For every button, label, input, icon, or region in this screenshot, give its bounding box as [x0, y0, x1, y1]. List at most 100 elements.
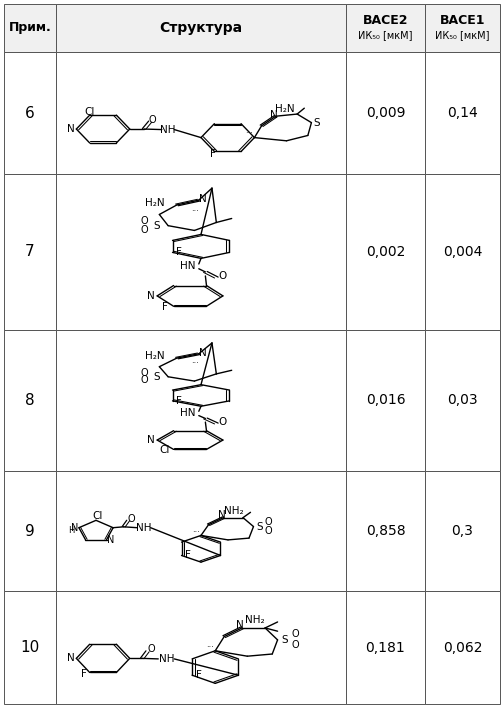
Text: H₂N: H₂N	[145, 197, 165, 208]
Text: O: O	[219, 417, 227, 427]
Text: ИК₅₀ [мкМ]: ИК₅₀ [мкМ]	[435, 30, 490, 40]
Text: F: F	[176, 248, 182, 258]
Bar	[346, 4, 425, 52]
Text: H₂N: H₂N	[275, 104, 294, 114]
Text: F: F	[162, 302, 168, 312]
Bar	[4, 471, 56, 591]
Text: 8: 8	[25, 393, 35, 408]
Text: 0,3: 0,3	[452, 524, 473, 538]
Text: O: O	[147, 644, 155, 654]
Text: N: N	[199, 348, 207, 358]
Text: NH: NH	[160, 125, 176, 134]
Text: F: F	[176, 396, 182, 406]
Text: Cl: Cl	[85, 107, 95, 117]
Text: O: O	[140, 368, 148, 378]
Bar	[56, 471, 346, 591]
Text: N: N	[71, 523, 78, 533]
Text: 9: 9	[25, 523, 35, 539]
Text: F: F	[184, 550, 191, 560]
Text: N: N	[199, 195, 207, 204]
Bar	[346, 174, 425, 330]
Text: BACE2: BACE2	[363, 15, 408, 28]
Text: N: N	[218, 510, 226, 520]
Bar	[346, 330, 425, 471]
Bar	[425, 471, 500, 591]
Bar	[56, 4, 346, 52]
Bar	[346, 52, 425, 174]
Bar	[425, 330, 500, 471]
Text: ···: ···	[193, 529, 201, 537]
Bar	[56, 330, 346, 471]
Bar	[4, 52, 56, 174]
Bar	[346, 471, 425, 591]
Text: O: O	[140, 375, 148, 386]
Text: O: O	[128, 514, 135, 523]
Text: BACE1: BACE1	[440, 15, 485, 28]
Text: N: N	[67, 653, 75, 664]
Text: 10: 10	[20, 640, 40, 655]
Bar	[56, 591, 346, 704]
Text: O: O	[140, 224, 148, 234]
Bar	[56, 174, 346, 330]
Text: HN: HN	[180, 409, 196, 418]
Text: F: F	[210, 149, 216, 159]
Text: NH₂: NH₂	[224, 507, 244, 516]
Text: ···: ···	[192, 207, 200, 216]
Bar	[425, 4, 500, 52]
Text: S: S	[154, 372, 160, 382]
Text: 0,009: 0,009	[366, 106, 405, 120]
Text: S: S	[256, 521, 263, 531]
Text: 7: 7	[25, 245, 35, 259]
Text: NH: NH	[159, 654, 174, 664]
Text: O: O	[140, 216, 148, 227]
Text: ИК₅₀ [мкМ]: ИК₅₀ [мкМ]	[358, 30, 413, 40]
Text: H: H	[68, 526, 75, 535]
Bar	[346, 591, 425, 704]
Text: S: S	[313, 118, 320, 128]
Text: ···: ···	[192, 359, 200, 368]
Text: Структура: Структура	[159, 21, 242, 35]
Text: N: N	[147, 435, 154, 445]
Text: ···: ···	[245, 129, 253, 138]
Text: O: O	[292, 629, 299, 639]
Bar	[4, 174, 56, 330]
Text: S: S	[154, 221, 160, 231]
Bar	[425, 591, 500, 704]
Text: 6: 6	[25, 105, 35, 121]
Text: H₂N: H₂N	[145, 351, 165, 361]
Text: O: O	[265, 517, 272, 526]
Text: F: F	[82, 669, 87, 679]
Text: O: O	[292, 640, 299, 650]
Text: 0,858: 0,858	[366, 524, 405, 538]
Text: O: O	[148, 115, 156, 125]
Text: ···: ···	[206, 643, 214, 652]
Text: 0,14: 0,14	[447, 106, 478, 120]
Text: O: O	[265, 526, 272, 536]
Text: O: O	[219, 271, 227, 281]
Text: 0,002: 0,002	[366, 245, 405, 259]
Bar	[425, 52, 500, 174]
Text: NH: NH	[136, 523, 152, 533]
Text: N: N	[107, 534, 115, 544]
Text: 0,181: 0,181	[365, 640, 405, 655]
Text: 0,016: 0,016	[366, 393, 405, 407]
Text: N: N	[67, 124, 75, 134]
Text: N: N	[270, 110, 278, 120]
Bar	[425, 174, 500, 330]
Bar	[4, 4, 56, 52]
Text: 0,062: 0,062	[443, 640, 482, 655]
Bar	[4, 591, 56, 704]
Text: HN: HN	[180, 261, 196, 272]
Text: S: S	[281, 635, 288, 645]
Text: Cl: Cl	[160, 445, 170, 455]
Text: N: N	[236, 620, 244, 629]
Bar	[4, 330, 56, 471]
Text: 0,004: 0,004	[443, 245, 482, 259]
Text: N: N	[147, 291, 154, 301]
Text: 0,03: 0,03	[447, 393, 478, 407]
Text: F: F	[196, 670, 202, 680]
Bar	[56, 52, 346, 174]
Text: NH₂: NH₂	[244, 616, 264, 625]
Text: Cl: Cl	[92, 511, 103, 521]
Text: Прим.: Прим.	[9, 22, 51, 35]
